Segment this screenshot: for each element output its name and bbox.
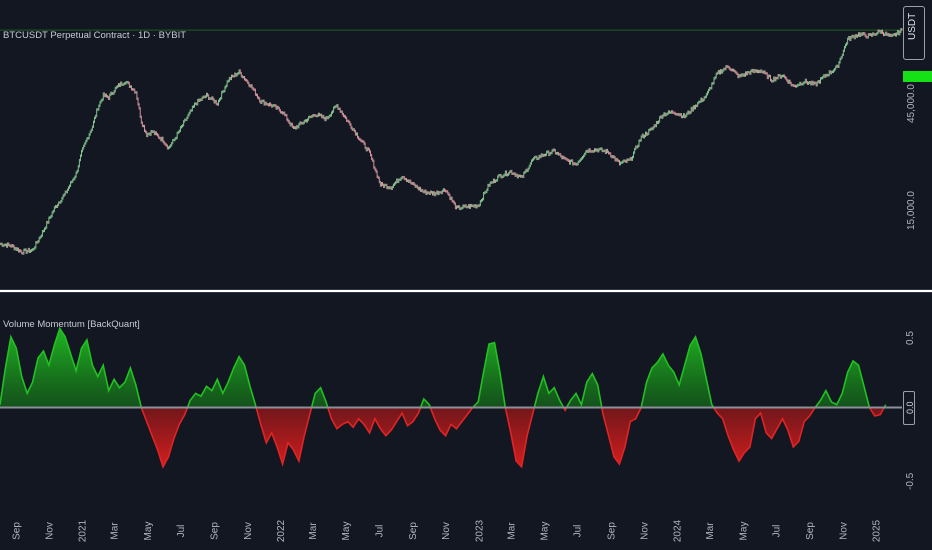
currency-label: USDT — [907, 12, 918, 40]
oscillator-panel — [0, 326, 902, 469]
price-tick-45000: 45,000.0 — [906, 84, 917, 123]
time-tick: Sep — [11, 522, 22, 540]
time-tick: 2023 — [474, 519, 485, 542]
time-tick: Nov — [639, 522, 650, 540]
time-tick: May — [738, 522, 749, 541]
time-tick: Sep — [210, 522, 221, 540]
zero-value-box: 0.0 — [903, 391, 915, 425]
time-tick: Mar — [705, 522, 716, 540]
time-tick: 2024 — [673, 519, 684, 542]
time-tick: Nov — [838, 522, 849, 540]
time-tick: Nov — [243, 522, 254, 540]
time-tick: Nov — [44, 522, 55, 540]
last-price-tag — [903, 71, 932, 82]
time-tick: Mar — [110, 522, 121, 540]
time-tick: 2021 — [78, 519, 89, 542]
osc-tick-zero: 0.0 — [905, 401, 915, 414]
time-tick: Jul — [374, 525, 385, 538]
time-tick: Sep — [606, 522, 617, 540]
momentum-negative-area — [0, 407, 886, 467]
time-tick: Jul — [772, 525, 783, 538]
time-tick: May — [341, 522, 352, 541]
momentum-positive-area — [0, 328, 886, 407]
time-tick: Sep — [408, 522, 419, 540]
time-tick: May — [143, 522, 154, 541]
time-tick: May — [540, 522, 551, 541]
time-tick: 2025 — [872, 519, 883, 542]
time-tick: Mar — [308, 522, 319, 540]
momentum-line-negative — [140, 407, 886, 469]
osc-tick-minus-0.5: -0.5 — [905, 472, 916, 490]
price-tick-15000: 15,000.0 — [906, 191, 917, 230]
time-tick: Jul — [573, 525, 584, 538]
time-axis[interactable]: Sep Nov 2021 Mar May Jul Sep Nov 2022 Mar May Jul Se… — [11, 519, 882, 542]
time-tick: Sep — [805, 522, 816, 540]
price-panel — [0, 28, 903, 255]
symbol-title: BTCUSDT Perpetual Contract · 1D · BYBIT — [3, 30, 187, 41]
time-tick: 2022 — [276, 519, 287, 542]
currency-badge[interactable]: USDT — [903, 6, 925, 60]
indicator-title: Volume Momentum [BackQuant] — [3, 319, 140, 330]
osc-tick-0.5: 0.5 — [905, 331, 916, 345]
time-tick: Nov — [441, 522, 452, 540]
time-tick: Jul — [176, 525, 187, 538]
time-tick: Mar — [506, 522, 517, 540]
